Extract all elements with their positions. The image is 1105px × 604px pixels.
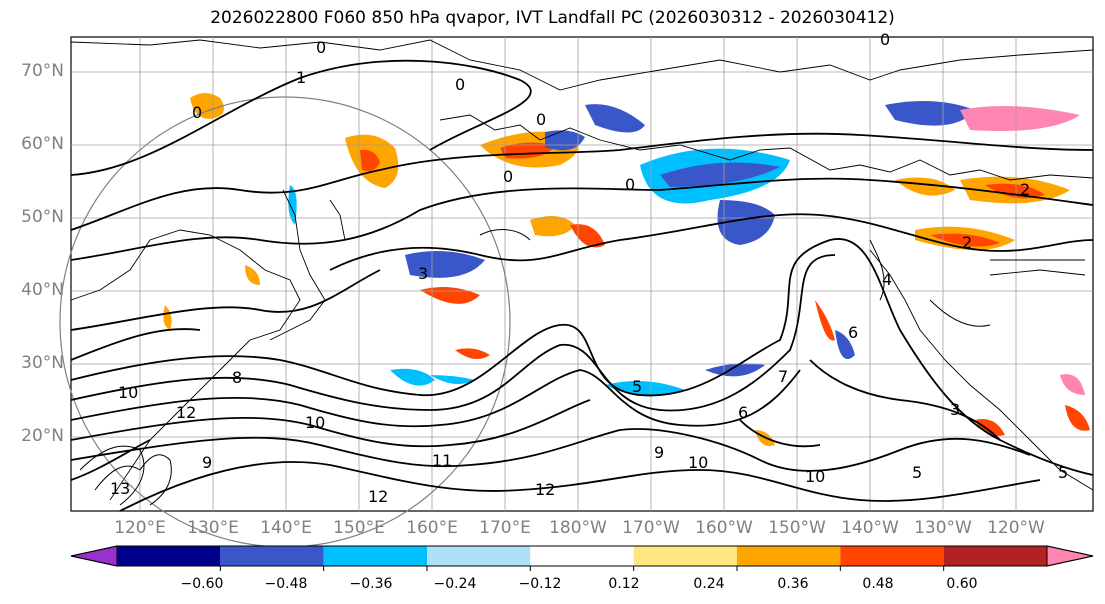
lat-label: 20°N [21,426,64,446]
contour-label: 0 [455,75,465,94]
lon-label: 170°W [622,518,680,538]
lon-label: 150°W [768,518,826,538]
colorbar-tick-label: 0.36 [777,576,809,592]
lon-label: 140°W [841,518,899,538]
lat-label: 60°N [21,134,64,154]
lon-label: 130°W [914,518,972,538]
contour-label: 8 [232,368,242,387]
lon-label: 180°W [549,518,607,538]
contour-label: 5 [632,377,642,396]
lat-label: 50°N [21,207,64,227]
colorbar-segment [323,546,427,566]
contour-label: 0 [316,38,326,57]
contour-label: 12 [176,403,196,422]
contour-label: 10 [118,383,138,402]
lon-label: 160°W [695,518,753,538]
contour-label: 1 [296,68,306,87]
colorbar-tick-label: −0.36 [349,576,393,592]
colorbar-segment [633,546,737,566]
contour-label: 10 [305,413,325,432]
contour-label: 2 [1020,180,1030,199]
colorbar-segment [117,546,221,566]
lon-label: 140°E [260,518,312,538]
lat-label: 30°N [21,353,64,373]
map-title: 2026022800 F060 850 hPa qvapor, IVT Land… [210,8,895,28]
contour-label: 3 [950,400,960,419]
contour-label: 7 [778,367,788,386]
colorbar-extend-max [1046,545,1094,567]
lon-label: 170°E [479,518,531,538]
colorbar-segment [530,546,634,566]
contour-label: 10 [805,467,825,486]
coastlines [70,39,1094,501]
colorbar-tick-label: 0.12 [608,576,640,592]
lat-label: 70°N [21,61,64,81]
colorbar-segment [840,546,944,566]
colorbar-extend-min [70,545,118,567]
contour-label: 4 [882,270,892,289]
contour-label: 11 [432,451,452,470]
lat-label: 40°N [21,280,64,300]
contour-label-group: 0 1 0 0 0 0 0 0 2 2 3 4 5 6 9 10 10 10 1… [110,30,1068,506]
colorbar-tick-label: −0.48 [264,576,308,592]
colorbar-tick-label: −0.24 [433,576,477,592]
colorbar-segment [737,546,841,566]
colorbar-tick-label: 0.24 [693,576,725,592]
contour-label: 0 [880,30,890,49]
contour-label: 13 [110,479,130,498]
colorbar-segment [943,546,1047,566]
colorbar-outline [70,545,1094,567]
contour-label: 9 [654,443,664,462]
lon-label: 120°W [987,518,1045,538]
contour-label: 6 [848,323,858,342]
lon-label: 130°E [187,518,239,538]
colorbar-segment [427,546,531,566]
contour-label: 12 [368,487,388,506]
contour-label: 12 [535,480,555,499]
contour-label: 9 [202,453,212,472]
colorbar-tick-label: −0.60 [180,576,224,592]
ivt-contours [70,59,1094,512]
ivt-contours-thin [79,229,991,506]
qvapor-fill-patches [163,93,1090,446]
contour-label: 0 [503,167,513,186]
contour-label: 0 [192,103,202,122]
contour-label: 6 [738,403,748,422]
colorbar-tick-label: 0.48 [862,576,894,592]
colorbar-tick-label: −0.12 [518,576,562,592]
colorbar-tick-label: 0.60 [946,576,978,592]
contour-label: 5 [1058,463,1068,482]
colorbar [70,545,1094,571]
contour-label: 0 [536,110,546,129]
lon-label: 160°E [406,518,458,538]
contour-label: 2 [962,233,972,252]
contour-label: 0 [625,175,635,194]
contour-label: 10 [688,453,708,472]
lon-label: 150°E [333,518,385,538]
colorbar-segment [220,546,324,566]
contour-label: 5 [912,463,922,482]
contour-label: 3 [418,264,428,283]
lon-label: 120°E [114,518,166,538]
